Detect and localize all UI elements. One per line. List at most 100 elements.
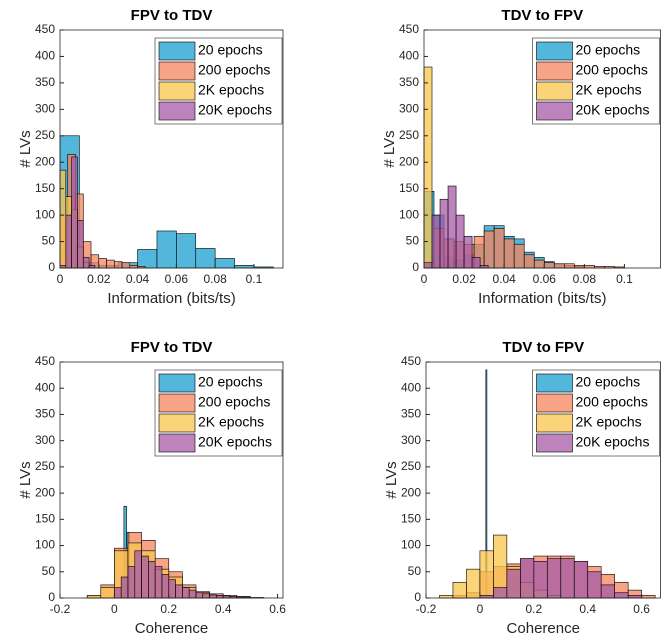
x-axis-label: Coherence [507,620,580,637]
histogram-bar [106,259,115,269]
legend-swatch [158,81,196,101]
x-tick-label: 0.6 [633,602,650,616]
histogram-bar [563,263,575,269]
histogram-bar [214,258,235,269]
legend-swatch [536,433,573,453]
legend-swatch [536,101,573,121]
x-tick-label: 0.08 [573,272,597,286]
histogram-bar [479,550,494,599]
y-tick-label: 100 [401,538,421,552]
histogram-bar [543,262,555,269]
histogram-bar [471,257,481,269]
y-tick-label: 100 [35,207,55,221]
histogram-bar [533,259,545,269]
histogram-bar [431,214,441,269]
y-tick-label: 350 [401,407,421,421]
histogram-bar [113,261,123,269]
legend-label: 200 epochs [198,62,270,78]
y-tick-label: 400 [399,49,419,63]
axes-box [59,29,284,269]
legend-swatch [158,101,196,121]
histogram-bar [423,66,433,269]
legend-swatch [536,393,573,413]
y-tick-label: 100 [35,538,55,552]
histogram-bar [573,560,589,599]
x-tick-label: 0 [57,272,64,286]
legend-swatch [158,61,196,81]
x-tick-label: 0.04 [126,272,150,286]
y-tick-label: 200 [35,485,55,499]
histogram-bar [546,558,562,599]
y-tick-label: 0 [48,260,55,274]
y-tick-label: 300 [399,102,419,116]
legend-label: 200 epochs [198,394,270,410]
histogram-bar [98,258,107,269]
legend-label: 20K epochs [576,434,650,450]
legend-label: 20 epochs [576,42,641,58]
y-axis-label: # LVs [381,130,398,167]
y-tick-label: 0 [414,590,421,604]
legend-swatch [158,373,196,393]
y-tick-label: 200 [35,154,55,168]
x-tick-label: 0.02 [87,272,111,286]
chart-title: TDV to FPV [502,339,584,356]
y-tick-label: 0 [412,260,419,274]
histogram-bar [466,568,481,599]
x-tick-label: 0.06 [165,272,189,286]
histogram-bar [121,262,131,269]
histogram-bar [168,579,176,599]
y-tick-label: 350 [35,407,55,421]
chart-title: TDV to FPV [501,7,583,24]
histogram-bar [493,587,508,599]
histogram-bar [439,198,449,269]
y-tick-label: 450 [35,354,55,368]
y-tick-label: 50 [408,564,422,578]
legend-label: 2K epochs [198,82,264,98]
y-tick-label: 400 [401,380,421,394]
legend-swatch [158,41,196,61]
legend-swatch [536,373,573,393]
y-tick-label: 150 [401,512,421,526]
y-tick-label: 150 [35,181,55,195]
legend-label: 200 epochs [576,394,648,410]
legend-label: 2K epochs [576,414,642,430]
legend-swatch [158,413,196,433]
histogram-bar [520,558,535,599]
histogram-bar [553,263,565,269]
panel: 0 50 100 150 200 250 300 350 400 450 0 0.02 0.04 0.06… [17,7,284,307]
histogram-bar [463,235,473,269]
histogram-bar [161,574,170,599]
histogram-bar [452,581,467,599]
legend-label: 200 epochs [576,62,648,78]
x-tick-label: 0.08 [203,272,227,286]
histogram-bar [455,214,465,269]
legend-swatch [158,433,196,453]
y-tick-label: 100 [399,207,419,221]
x-axis-label: Information (bits/ts) [107,290,235,307]
legend-swatch [536,413,573,433]
histogram-bar [141,555,149,599]
histogram-bar [127,566,136,599]
histogram-bar [209,594,217,599]
y-tick-label: 200 [401,485,421,499]
y-axis-label: # LVs [383,461,400,498]
y-tick-label: 250 [401,459,421,473]
x-tick-label: 0.1 [616,272,633,286]
histogram-bar [600,584,615,599]
x-tick-label: 0.4 [579,602,596,616]
legend: 20 epochs 200 epochs 2K epochs 20K epochs [532,369,660,457]
chart-title: FPV to TDV [131,7,213,24]
histogram-bar [59,169,67,269]
y-tick-label: 450 [35,22,55,36]
histogram-bar [493,228,505,269]
histogram-bar [77,220,84,269]
x-tick-label: 0.06 [533,272,557,286]
histogram-bar [202,593,210,599]
histogram-bar [483,230,495,269]
histogram-bar [114,587,122,599]
legend-label: 20K epochs [576,102,650,118]
histogram-bar [182,587,190,599]
